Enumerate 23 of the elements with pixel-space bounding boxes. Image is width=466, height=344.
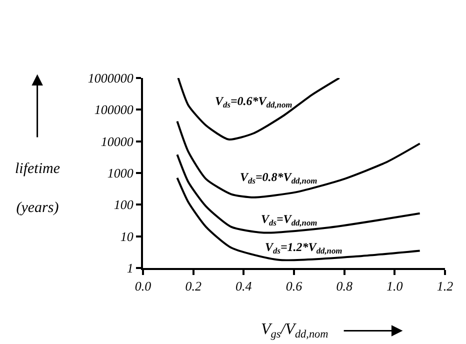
series-label: V$_{ds}$=0.8*V$_{dd,nom}$ — [240, 170, 318, 186]
y-tick-label: 100 — [114, 197, 134, 212]
x-tick-label: 0.8 — [336, 278, 353, 294]
y-tick-label: 1000 — [107, 166, 134, 181]
series-label: V$_{ds}$=0.6*V$_{dd,nom}$ — [215, 94, 293, 110]
x-axis-title: V$_{gs}$/V$_{dd,nom}$ — [261, 321, 328, 340]
series-label: V$_{ds}$=V$_{dd,nom}$ — [261, 212, 318, 228]
y-tick-label: 1 — [126, 260, 134, 276]
x-tick-label: 0.2 — [185, 278, 202, 294]
line-series — [177, 78, 340, 140]
y-tick-label: 1000000 — [88, 70, 134, 86]
text: lifetime (years) — [15, 161, 60, 216]
x-tick-label: 0.0 — [134, 278, 152, 294]
x-tick-label: 1.0 — [386, 278, 404, 294]
y-tick-label: 10000 — [100, 134, 134, 149]
line-series — [176, 120, 421, 198]
series-label: V$_{ds}$=1.2*V$_{dd,nom}$ — [265, 240, 343, 256]
x-tick-label: 1.2 — [436, 278, 454, 294]
y-tick-label: 100000 — [94, 102, 134, 118]
y-tick-label: 10 — [120, 228, 134, 244]
line-series — [176, 154, 421, 234]
x-tick-label: 0.6 — [286, 278, 303, 294]
x-tick-label: 0.4 — [236, 278, 252, 294]
